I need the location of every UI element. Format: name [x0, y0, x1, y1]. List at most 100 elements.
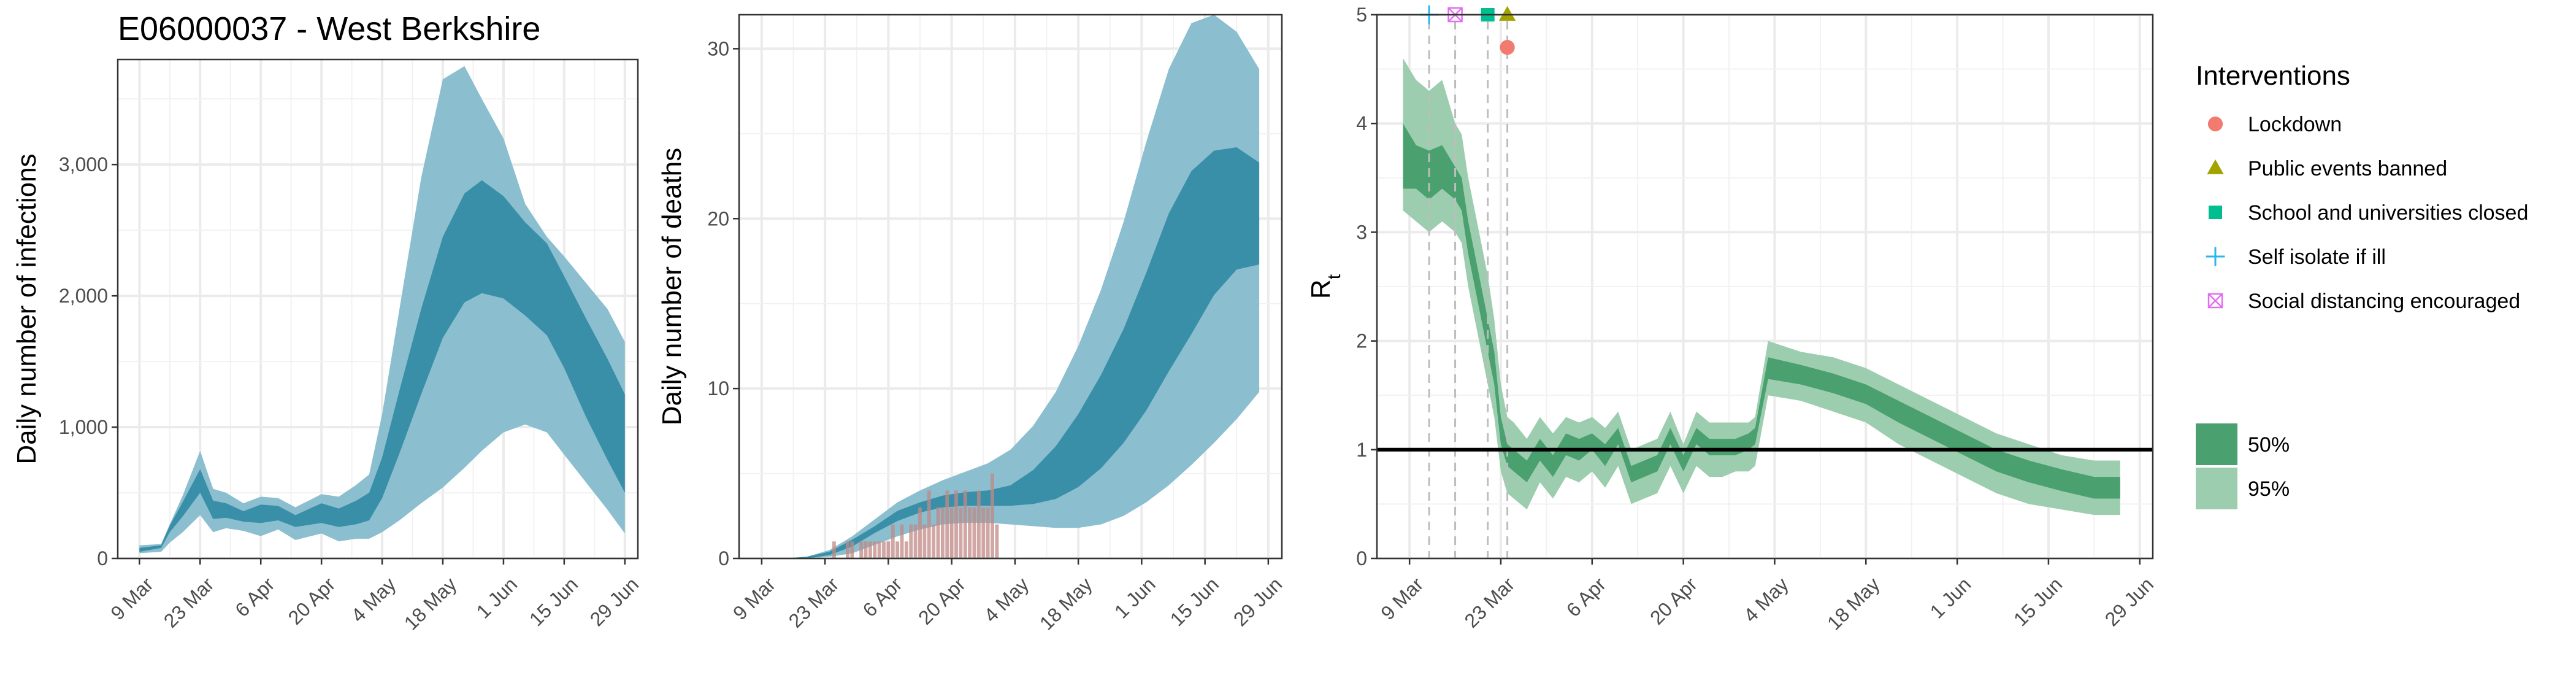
deaths-bar [864, 541, 868, 558]
infections-ytick-label: 3,000 [59, 153, 108, 176]
deaths-bar [891, 524, 895, 558]
deaths-bar [922, 524, 927, 558]
interventions-legend: Interventions Lockdown Public events banne… [2196, 61, 2528, 509]
rt-ytick-label: 0 [1356, 547, 1367, 569]
legend-band-swatch [2196, 468, 2237, 509]
deaths-bar [940, 507, 945, 558]
deaths-xtick-label: 18 May [1035, 573, 1097, 635]
deaths-bar [968, 507, 972, 558]
deaths-bar [918, 507, 922, 558]
legend-band-label: 50% [2248, 433, 2290, 457]
rt-ytick-label: 2 [1356, 330, 1367, 352]
deaths-ytick-label: 10 [707, 377, 729, 399]
rt-ytick-label: 3 [1356, 221, 1367, 243]
deaths-xtick-label: 1 Jun [1110, 573, 1160, 623]
deaths-bar [936, 507, 940, 558]
infections-ytick-label: 0 [97, 547, 108, 569]
rt-xtick-label: 1 Jun [1926, 573, 1976, 623]
legend-marker-triangle [2207, 159, 2224, 174]
deaths-bar [859, 541, 864, 558]
deaths-ytick-label: 0 [718, 547, 729, 569]
infections-ylabel: Daily number of infections [12, 153, 42, 464]
rt-ytick-label: 4 [1356, 112, 1367, 134]
rt-xtick-label: 18 May [1823, 573, 1884, 635]
rt-xtick-label: 29 Jun [2101, 573, 2158, 630]
legend-band-swatch [2196, 423, 2237, 465]
infections-xtick-label: 23 Mar [159, 573, 218, 632]
legend-item-label: Lockdown [2248, 113, 2342, 136]
deaths-bar [954, 490, 958, 558]
deaths-bar [877, 541, 881, 558]
deaths-bar [981, 507, 986, 558]
deaths-bar [949, 507, 954, 558]
deaths-bar [976, 490, 981, 558]
deaths-xtick-label: 29 Jun [1229, 573, 1286, 630]
deaths-xtick-label: 6 Apr [858, 573, 907, 622]
deaths-bars [832, 473, 999, 558]
deaths-bar [882, 541, 886, 558]
deaths-bar [846, 541, 849, 558]
deaths-bar [868, 541, 872, 558]
rt-plot-border [1376, 14, 2154, 560]
deaths-bar [963, 490, 967, 558]
deaths-xtick-label: 9 Mar [729, 573, 780, 625]
infections-xtick-label: 9 Mar [106, 573, 158, 625]
deaths-xtick-label: 4 May [979, 573, 1033, 627]
deaths-panel: 0 10 20 30 9 Mar 23 Mar 6 Apr 20 Apr 4 May 18 May… [657, 14, 1286, 635]
rt-intervention-marker [1498, 6, 1516, 21]
infections-xtick-label: 4 May [347, 573, 400, 627]
deaths-ylabel: Daily number of deaths [657, 148, 687, 425]
deaths-bar [991, 473, 994, 558]
rt-ytick-label: 5 [1356, 4, 1367, 26]
deaths-bar [932, 524, 936, 558]
legend-title: Interventions [2196, 61, 2350, 91]
infections-xtick-label: 1 Jun [472, 573, 521, 623]
deaths-bar [904, 541, 908, 558]
rt-ytick-label: 1 [1356, 439, 1367, 461]
rt-ylabel-subscript: t [1324, 274, 1344, 279]
legend-marker-plus [2206, 247, 2225, 266]
infections-panel: 0 1,000 2,000 3,000 9 Mar 23 Mar 6 Apr 20 Apr 4 … [12, 58, 643, 635]
figure-title: E06000037 - West Berkshire [118, 10, 540, 47]
rt-ylabel: Rt [1306, 274, 1344, 299]
infections-band-95pct [139, 66, 625, 554]
deaths-xtick-label: 20 Apr [914, 573, 970, 629]
legend-marker-circle [2207, 116, 2223, 132]
deaths-bar [913, 524, 918, 558]
infections-band-50pct [139, 180, 625, 552]
infections-xtick-label: 18 May [400, 573, 461, 635]
infections-xtick-label: 15 Jun [525, 573, 582, 630]
rt-xtick-label: 23 Mar [1460, 573, 1519, 632]
deaths-bar [895, 541, 900, 558]
infections-plot-border [117, 58, 639, 560]
deaths-xtick-label: 15 Jun [1166, 573, 1223, 630]
infections-ytick-label: 1,000 [59, 416, 108, 438]
deaths-band-50pct [761, 147, 1260, 558]
deaths-bar [873, 541, 877, 558]
deaths-bar [995, 524, 999, 558]
deaths-bar [832, 541, 836, 558]
infections-xtick-label: 29 Jun [586, 573, 643, 630]
legend-band-label: 95% [2248, 477, 2290, 501]
deaths-ytick-label: 20 [707, 207, 729, 230]
deaths-bar [900, 524, 904, 558]
deaths-bar [959, 507, 963, 558]
deaths-bar [986, 507, 990, 558]
rt-intervention-marker [1500, 40, 1515, 55]
rt-xtick-label: 15 Jun [2009, 573, 2066, 630]
rt-panel: 0 1 2 3 4 5 9 Mar 23 Mar 6 Apr 20 Apr 4 May 18 May 1… [1306, 4, 2158, 635]
rt-xtick-label: 9 Mar [1376, 573, 1428, 625]
deaths-bar [945, 490, 949, 558]
legend-marker-boxx [2207, 293, 2223, 309]
deaths-bar [909, 524, 913, 558]
rt-xtick-label: 20 Apr [1646, 573, 1701, 629]
deaths-plot-border [738, 14, 1283, 560]
legend-item-label: Social distancing encouraged [2248, 290, 2520, 313]
legend-item-label: School and universities closed [2248, 201, 2528, 225]
legend-item-label: Self isolate if ill [2248, 245, 2386, 269]
deaths-bar [972, 507, 976, 558]
deaths-bar [850, 541, 854, 558]
rt-xtick-label: 4 May [1739, 573, 1793, 627]
deaths-bar [927, 490, 931, 558]
